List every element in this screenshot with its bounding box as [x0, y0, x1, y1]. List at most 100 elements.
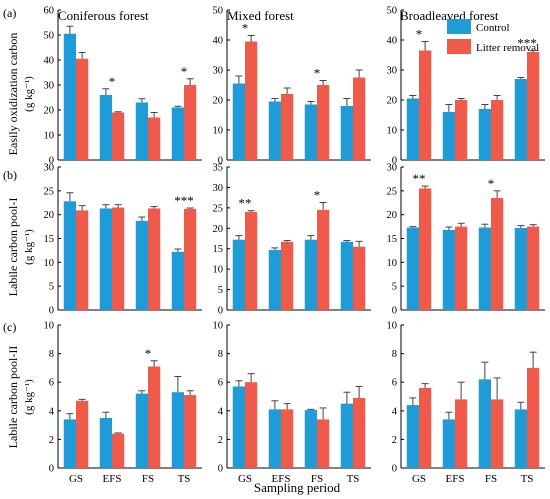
panel-0-1: 0 10 20 30 40 50 * *	[213, 6, 371, 167]
y-tick-label: 30	[387, 163, 398, 174]
y-tick-label: 20	[44, 106, 55, 117]
bar-litter-removal	[353, 397, 366, 468]
bar-control	[340, 403, 353, 468]
bar-litter-removal	[317, 419, 330, 468]
y-tick-label: 30	[213, 66, 224, 77]
bar-litter-removal	[419, 188, 432, 310]
y-tick-label: 10	[44, 258, 55, 269]
significance-mark: *	[488, 176, 495, 191]
bar-litter-removal	[184, 395, 197, 468]
bar-control	[478, 109, 491, 160]
significance-mark: *	[416, 27, 423, 42]
bar-litter-removal	[148, 366, 161, 468]
y-tick-label: 4	[49, 406, 55, 417]
bar-control	[171, 107, 184, 160]
y-tick-label: 10	[387, 321, 398, 332]
bar-control	[514, 409, 527, 468]
row-labels: (a) (b) (c) Easily oxidization carbon (g…	[3, 6, 35, 448]
y-tick-label: 40	[44, 56, 55, 67]
x-tick-label: EFS	[446, 473, 465, 485]
row-unit-1: (g kg⁻¹)	[23, 76, 35, 112]
y-tick-label: 25	[387, 186, 398, 197]
bar-litter-removal	[112, 207, 125, 310]
bar-litter-removal	[491, 100, 504, 160]
significance-mark: *	[242, 21, 249, 36]
bar-litter-removal	[419, 387, 432, 468]
y-tick-label: 4	[218, 406, 224, 417]
bar-control	[514, 228, 527, 310]
bar-litter-removal	[281, 241, 294, 310]
y-tick-label: 4	[392, 406, 398, 417]
significance-mark: *	[145, 346, 152, 361]
x-tick-label: TS	[178, 473, 191, 485]
bar-control	[406, 98, 419, 160]
significance-mark: ***	[174, 193, 194, 208]
y-tick-label: 50	[44, 31, 55, 42]
bar-control	[232, 83, 245, 160]
y-tick-label: 5	[49, 282, 54, 293]
row-letter-c: (c)	[3, 320, 16, 334]
bar-control	[171, 392, 184, 468]
legend-label-control: Control	[476, 22, 510, 34]
bar-litter-removal	[353, 246, 366, 310]
significance-mark: *	[109, 74, 116, 89]
y-tick-label: 0	[392, 156, 397, 167]
bar-litter-removal	[76, 210, 89, 310]
x-tick-label: TS	[347, 473, 360, 485]
panel-2-2: 0 2 4 6 8 10 GS EFS FS TS	[387, 321, 545, 485]
bar-control	[135, 393, 148, 468]
row-letter-b: (b)	[3, 168, 17, 182]
bar-litter-removal	[353, 77, 366, 160]
bar-control	[232, 386, 245, 468]
panels: 0102030405060**01020304050**01020304050*…	[44, 6, 545, 485]
bar-control	[478, 379, 491, 468]
bar-litter-removal	[112, 112, 125, 160]
panel-1-0: 0 5 10 15 20 25 30 ***	[44, 163, 202, 317]
bar-litter-removal	[148, 208, 161, 310]
y-tick-label: 10	[44, 321, 55, 332]
legend: Control Litter removal	[447, 19, 539, 54]
y-tick-label: 40	[387, 36, 398, 47]
y-tick-label: 25	[44, 186, 55, 197]
bar-litter-removal	[184, 85, 197, 160]
legend-label-litter-removal: Litter removal	[476, 42, 539, 54]
bar-control	[304, 239, 317, 310]
bar-control	[340, 106, 353, 160]
y-tick-label: 30	[387, 66, 398, 77]
y-tick-label: 25	[213, 203, 224, 214]
bar-control	[268, 409, 281, 468]
bar-control	[99, 417, 112, 468]
bar-control	[268, 249, 281, 310]
column-titles: Coniferous forest Mixed forest Broadleav…	[58, 8, 499, 23]
y-tick-label: 10	[387, 258, 398, 269]
y-tick-label: 0	[218, 464, 223, 475]
y-tick-label: 15	[387, 234, 398, 245]
column-title-broadleaved: Broadleaved forest	[400, 8, 499, 23]
y-tick-label: 0	[49, 306, 54, 317]
y-tick-label: 20	[213, 96, 224, 107]
bar-control	[63, 419, 76, 468]
y-tick-label: 40	[213, 36, 224, 47]
x-tick-label: EFS	[272, 473, 291, 485]
bar-control	[304, 104, 317, 160]
bar-control	[232, 239, 245, 310]
bar-litter-removal	[317, 209, 330, 310]
significance-mark: *	[314, 188, 321, 203]
y-tick-label: 8	[218, 349, 223, 360]
y-tick-label: 60	[44, 6, 55, 17]
bar-control	[63, 201, 76, 310]
y-tick-label: 20	[387, 96, 398, 107]
bar-control	[99, 95, 112, 160]
row-letter-a: (a)	[3, 6, 16, 20]
y-tick-label: 0	[392, 306, 397, 317]
bar-litter-removal	[245, 382, 258, 468]
y-tick-label: 8	[49, 349, 54, 360]
bar-control	[304, 410, 317, 468]
row-title-easily-oxidization-carbon: Easily oxidization carbon	[6, 33, 20, 156]
x-tick-label: FS	[485, 473, 497, 485]
panel-0-0: 0 10 20 30 40 50 60 * *	[44, 6, 202, 167]
y-tick-label: 0	[218, 306, 223, 317]
bar-litter-removal	[148, 117, 161, 160]
x-tick-label: GS	[69, 473, 83, 485]
